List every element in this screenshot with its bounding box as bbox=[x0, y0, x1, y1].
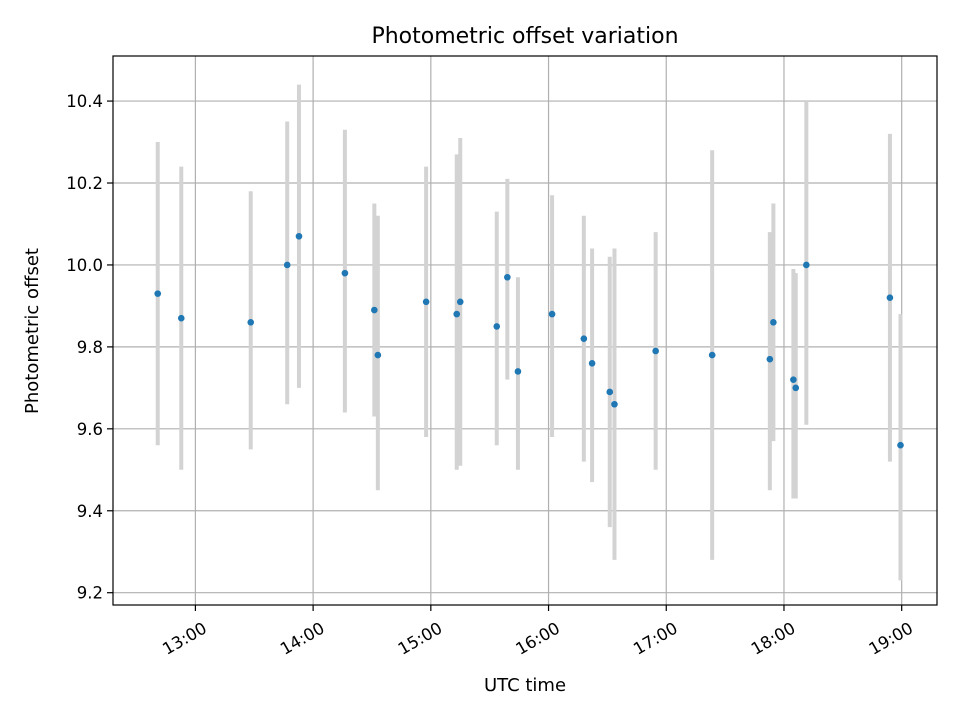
y-tick-label: 9.4 bbox=[77, 502, 103, 521]
x-tick-label: 15:00 bbox=[395, 618, 446, 658]
data-point bbox=[606, 388, 614, 396]
data-point bbox=[588, 359, 596, 367]
data-point bbox=[611, 400, 618, 408]
data-point bbox=[341, 269, 349, 277]
x-tick-label: 14:00 bbox=[277, 618, 328, 658]
data-point bbox=[283, 261, 291, 269]
data-point bbox=[154, 290, 162, 297]
data-point bbox=[897, 441, 904, 449]
y-tick-label: 9.2 bbox=[77, 584, 103, 603]
y-tick-label: 9.8 bbox=[77, 338, 103, 357]
x-tick-label: 16:00 bbox=[512, 618, 563, 658]
data-point bbox=[371, 306, 378, 314]
data-point bbox=[790, 376, 797, 383]
data-point bbox=[177, 314, 185, 322]
y-tick-label: 10.2 bbox=[66, 174, 103, 193]
data-point bbox=[766, 355, 774, 363]
data-point bbox=[422, 298, 430, 306]
data-point bbox=[295, 232, 303, 240]
x-axis-label: UTC time bbox=[484, 675, 566, 696]
data-point bbox=[580, 335, 588, 342]
axis-ticks: 13:00 14:00 15:00 16:00 17:00 18:00 19:00 9.2 9.… bbox=[66, 92, 916, 659]
chart-title: Photometric offset variation bbox=[371, 24, 678, 49]
data-point bbox=[792, 384, 800, 392]
y-tick-label: 10.0 bbox=[66, 256, 103, 275]
data-point bbox=[247, 319, 255, 326]
data-point bbox=[548, 310, 556, 318]
data-point bbox=[708, 351, 716, 359]
data-point bbox=[514, 368, 522, 375]
data-point bbox=[886, 294, 894, 302]
x-tick-label: 13:00 bbox=[159, 618, 210, 658]
data-point bbox=[374, 351, 382, 359]
data-point bbox=[770, 319, 777, 326]
x-tick-label: 19:00 bbox=[866, 618, 917, 658]
y-axis-label: Photometric offset bbox=[22, 248, 43, 414]
y-tick-label: 10.4 bbox=[66, 92, 103, 111]
data-point bbox=[453, 310, 461, 318]
plot-frame bbox=[112, 55, 938, 606]
data-points bbox=[154, 232, 904, 449]
data-point bbox=[493, 323, 501, 330]
data-point bbox=[456, 298, 464, 306]
x-tick-label: 18:00 bbox=[748, 618, 799, 658]
data-point bbox=[803, 261, 810, 269]
data-point bbox=[652, 347, 659, 355]
error-bars bbox=[155, 84, 903, 581]
data-point bbox=[504, 273, 511, 281]
grid bbox=[113, 56, 937, 605]
y-tick-label: 9.6 bbox=[77, 420, 103, 439]
x-tick-label: 17:00 bbox=[630, 618, 681, 658]
